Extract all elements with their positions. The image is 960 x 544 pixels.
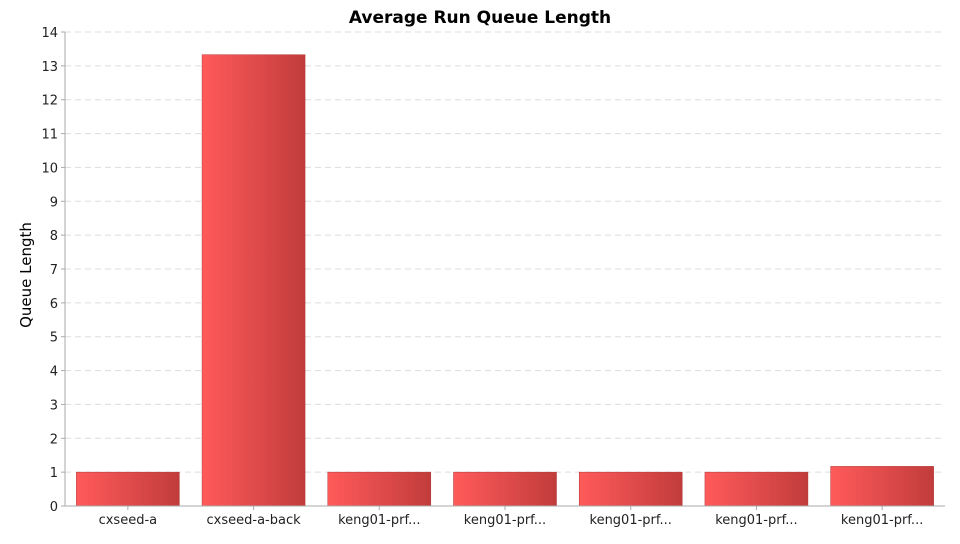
bar — [201, 54, 306, 507]
y-axis-label: Queue Length — [17, 222, 35, 328]
y-tick-label: 14 — [41, 26, 58, 41]
y-tick-label: 4 — [50, 365, 58, 380]
x-tick-label: cxseed-a — [99, 513, 158, 528]
x-tick-label: keng01-prf... — [715, 513, 797, 528]
bar — [327, 471, 432, 507]
y-tick-label: 8 — [50, 229, 58, 244]
y-tick-label: 10 — [41, 161, 58, 176]
gridlines — [65, 31, 945, 473]
bar — [76, 471, 180, 507]
y-tick-label: 3 — [50, 398, 58, 413]
x-tick-label: cxseed-a-back — [207, 513, 302, 528]
bar — [830, 466, 934, 507]
y-tick-label: 0 — [50, 500, 58, 515]
x-tick-label: keng01-prf... — [590, 513, 672, 528]
x-tick-label: keng01-prf... — [841, 513, 923, 528]
y-tick-label: 13 — [41, 60, 58, 75]
y-tick-label: 9 — [50, 195, 58, 210]
bar — [704, 471, 809, 507]
bar — [453, 471, 557, 507]
x-axis-ticks: cxseed-a cxseed-a-back keng01-prf... keng01… — [99, 506, 923, 528]
y-tick-label: 6 — [50, 297, 58, 312]
y-tick-label: 2 — [50, 432, 58, 447]
x-tick-label: keng01-prf... — [464, 513, 546, 528]
y-tick-label: 7 — [50, 263, 58, 278]
y-tick-label: 12 — [41, 94, 58, 109]
bars — [76, 54, 934, 507]
y-tick-label: 1 — [50, 466, 58, 481]
chart-title: Average Run Queue Length — [349, 8, 611, 28]
y-tick-label: 11 — [41, 128, 58, 143]
x-tick-label: keng01-prf... — [338, 513, 420, 528]
bar — [578, 471, 683, 507]
y-tick-label: 5 — [50, 331, 58, 346]
